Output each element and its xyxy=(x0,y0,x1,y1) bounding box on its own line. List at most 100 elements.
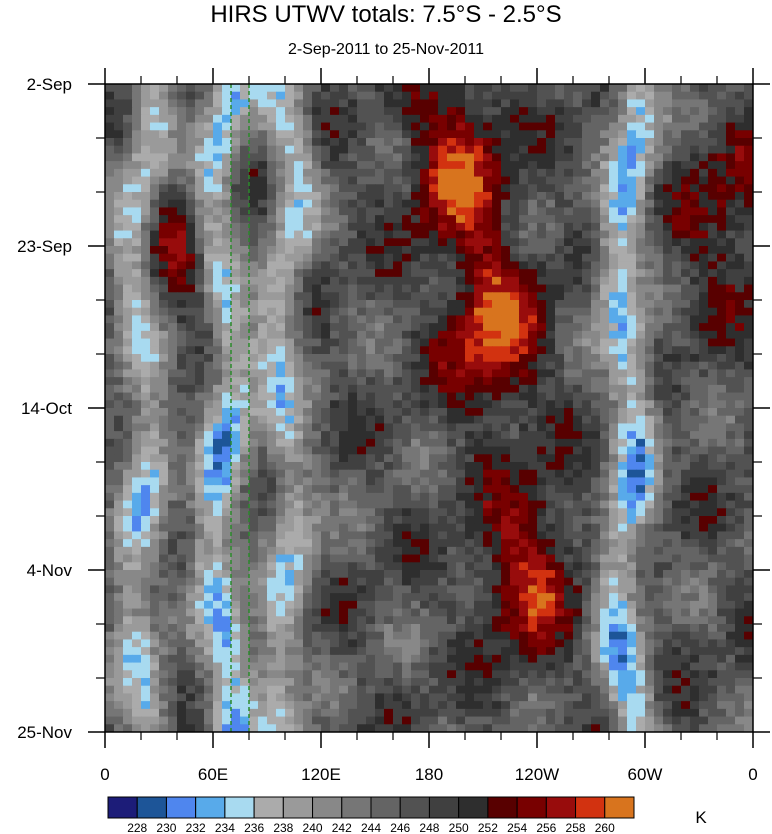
heatmap-cell xyxy=(420,462,430,471)
heatmap-cell xyxy=(348,454,358,463)
heatmap-cell xyxy=(618,184,628,193)
heatmap-cell xyxy=(114,230,124,239)
heatmap-cell xyxy=(105,107,115,116)
heatmap-cell xyxy=(429,284,439,293)
heatmap-cell xyxy=(177,238,187,247)
heatmap-cell xyxy=(537,238,547,247)
heatmap-cell xyxy=(231,284,241,293)
heatmap-cell xyxy=(492,145,502,155)
heatmap-cell xyxy=(654,153,664,162)
heatmap-cell xyxy=(123,400,133,409)
heatmap-cell xyxy=(303,323,313,332)
heatmap-cell xyxy=(528,485,538,494)
heatmap-cell xyxy=(519,354,529,363)
heatmap-cell xyxy=(249,199,259,209)
heatmap-cell xyxy=(402,307,412,317)
heatmap-cell xyxy=(141,269,151,278)
heatmap-cell xyxy=(303,500,313,509)
heatmap-cell xyxy=(177,168,187,178)
heatmap-cell xyxy=(240,122,250,131)
heatmap-cell xyxy=(627,261,637,270)
heatmap-cell xyxy=(447,99,457,108)
heatmap-cell xyxy=(312,562,322,571)
heatmap-cell xyxy=(330,238,340,247)
heatmap-cell xyxy=(528,323,538,332)
heatmap-cell xyxy=(186,539,196,548)
heatmap-cell xyxy=(627,130,637,139)
heatmap-cell xyxy=(132,392,142,401)
heatmap-cell xyxy=(690,554,700,563)
heatmap-cell xyxy=(735,238,745,247)
heatmap-cell xyxy=(105,192,115,201)
heatmap-cell xyxy=(654,454,664,463)
heatmap-cell xyxy=(267,130,277,139)
heatmap-cell xyxy=(285,207,295,216)
heatmap-cell xyxy=(654,570,664,579)
heatmap-cell xyxy=(717,377,727,386)
heatmap-cell xyxy=(735,192,745,201)
heatmap-cell xyxy=(285,161,295,170)
heatmap-cell xyxy=(438,192,448,201)
heatmap-cell xyxy=(429,577,439,587)
heatmap-cell xyxy=(654,392,664,401)
heatmap-cell xyxy=(321,531,331,540)
heatmap-cell xyxy=(429,354,439,363)
heatmap-cell xyxy=(564,585,574,594)
heatmap-cell xyxy=(132,546,142,556)
heatmap-cell xyxy=(627,469,637,479)
heatmap-cell xyxy=(636,222,646,232)
heatmap-cell xyxy=(708,238,718,247)
heatmap-cell xyxy=(636,431,646,440)
heatmap-cell xyxy=(213,99,223,108)
heatmap-cell xyxy=(663,516,673,525)
heatmap-cell xyxy=(357,423,367,432)
heatmap-cell xyxy=(267,91,277,101)
heatmap-cell xyxy=(474,377,484,386)
heatmap-cell xyxy=(519,145,529,155)
heatmap-cell xyxy=(195,577,205,587)
heatmap-cell xyxy=(213,608,223,617)
heatmap-cell xyxy=(357,130,367,139)
heatmap-cell xyxy=(609,554,619,563)
heatmap-cell xyxy=(492,562,502,571)
heatmap-cell xyxy=(699,570,709,579)
heatmap-cell xyxy=(186,431,196,440)
heatmap-cell xyxy=(483,261,493,270)
heatmap-cell xyxy=(141,593,151,602)
heatmap-cell xyxy=(483,570,493,579)
heatmap-cell xyxy=(510,400,520,409)
heatmap-cell xyxy=(159,539,169,548)
heatmap-cell xyxy=(555,577,565,587)
heatmap-cell xyxy=(150,608,160,617)
heatmap-cell xyxy=(573,107,583,116)
heatmap-cell xyxy=(105,500,115,509)
heatmap-cell xyxy=(411,246,421,255)
heatmap-cell xyxy=(726,500,736,509)
heatmap-cell xyxy=(159,199,169,209)
heatmap-cell xyxy=(186,408,196,417)
heatmap-cell xyxy=(267,400,277,409)
heatmap-cell xyxy=(663,238,673,247)
heatmap-cell xyxy=(357,600,367,610)
heatmap-cell xyxy=(312,485,322,494)
heatmap-cell xyxy=(483,539,493,548)
heatmap-cell xyxy=(249,469,259,479)
heatmap-cell xyxy=(393,253,403,263)
heatmap-cell xyxy=(447,122,457,131)
heatmap-cell xyxy=(339,122,349,131)
heatmap-cell xyxy=(420,539,430,548)
heatmap-cell xyxy=(654,523,664,533)
heatmap-cell xyxy=(240,585,250,594)
heatmap-cell xyxy=(645,269,655,278)
heatmap-cell xyxy=(717,384,727,394)
heatmap-cell xyxy=(528,384,538,394)
heatmap-cell xyxy=(132,531,142,540)
heatmap-cell xyxy=(735,523,745,533)
heatmap-cell xyxy=(411,238,421,247)
heatmap-cell xyxy=(159,292,169,301)
heatmap-cell xyxy=(600,161,610,170)
heatmap-cell xyxy=(483,300,493,309)
heatmap-cell xyxy=(474,276,484,286)
heatmap-cell xyxy=(123,184,133,193)
heatmap-cell xyxy=(348,500,358,509)
